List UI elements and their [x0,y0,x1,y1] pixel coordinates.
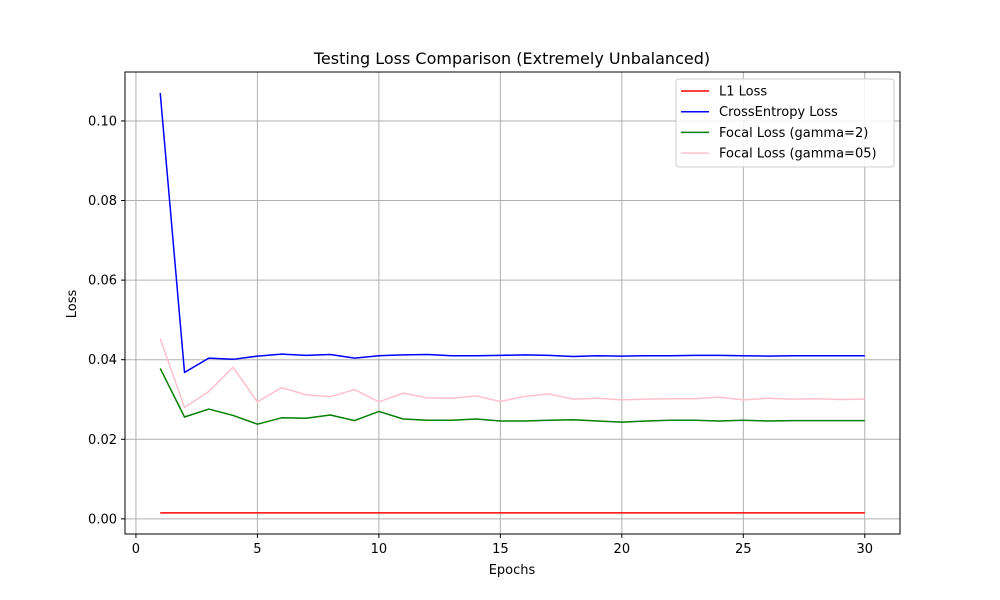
chart-title: Testing Loss Comparison (Extremely Unbal… [313,49,710,68]
legend-label: Focal Loss (gamma=05) [719,147,877,162]
y-tick-label: 0.10 [88,114,117,129]
series-line-3 [159,368,865,425]
y-tick-label: 0.04 [88,353,117,368]
grid [125,72,900,534]
plot-frame [124,71,901,535]
series-line-2 [159,93,865,374]
y-tick-label: 0.02 [88,433,117,448]
legend-label: L1 Loss [719,85,767,100]
y-axis-title: Loss [65,290,80,319]
y-tick-label: 0.08 [88,194,117,209]
x-axis-title: Epochs [489,563,536,578]
legend: L1 Loss CrossEntropy Loss Focal Loss (gamm… [675,78,895,168]
axis-ticks: 0 5 10 15 20 25 30 0.00 0.02 0.04 0.06 0.08 0.10 [88,114,873,557]
x-tick-label: 15 [492,542,509,557]
series-line-4 [159,338,865,409]
x-tick-label: 25 [735,542,752,557]
series-lines [159,93,865,514]
x-tick-label: 10 [371,542,388,557]
y-tick-label: 0.00 [88,512,117,527]
x-tick-label: 5 [253,542,261,557]
x-tick-label: 0 [132,542,140,557]
x-tick-label: 20 [614,542,631,557]
x-tick-label: 30 [856,542,873,557]
legend-box [675,78,895,168]
legend-label: Focal Loss (gamma=2) [719,126,868,141]
legend-label: CrossEntropy Loss [719,105,838,120]
y-tick-label: 0.06 [88,274,117,289]
